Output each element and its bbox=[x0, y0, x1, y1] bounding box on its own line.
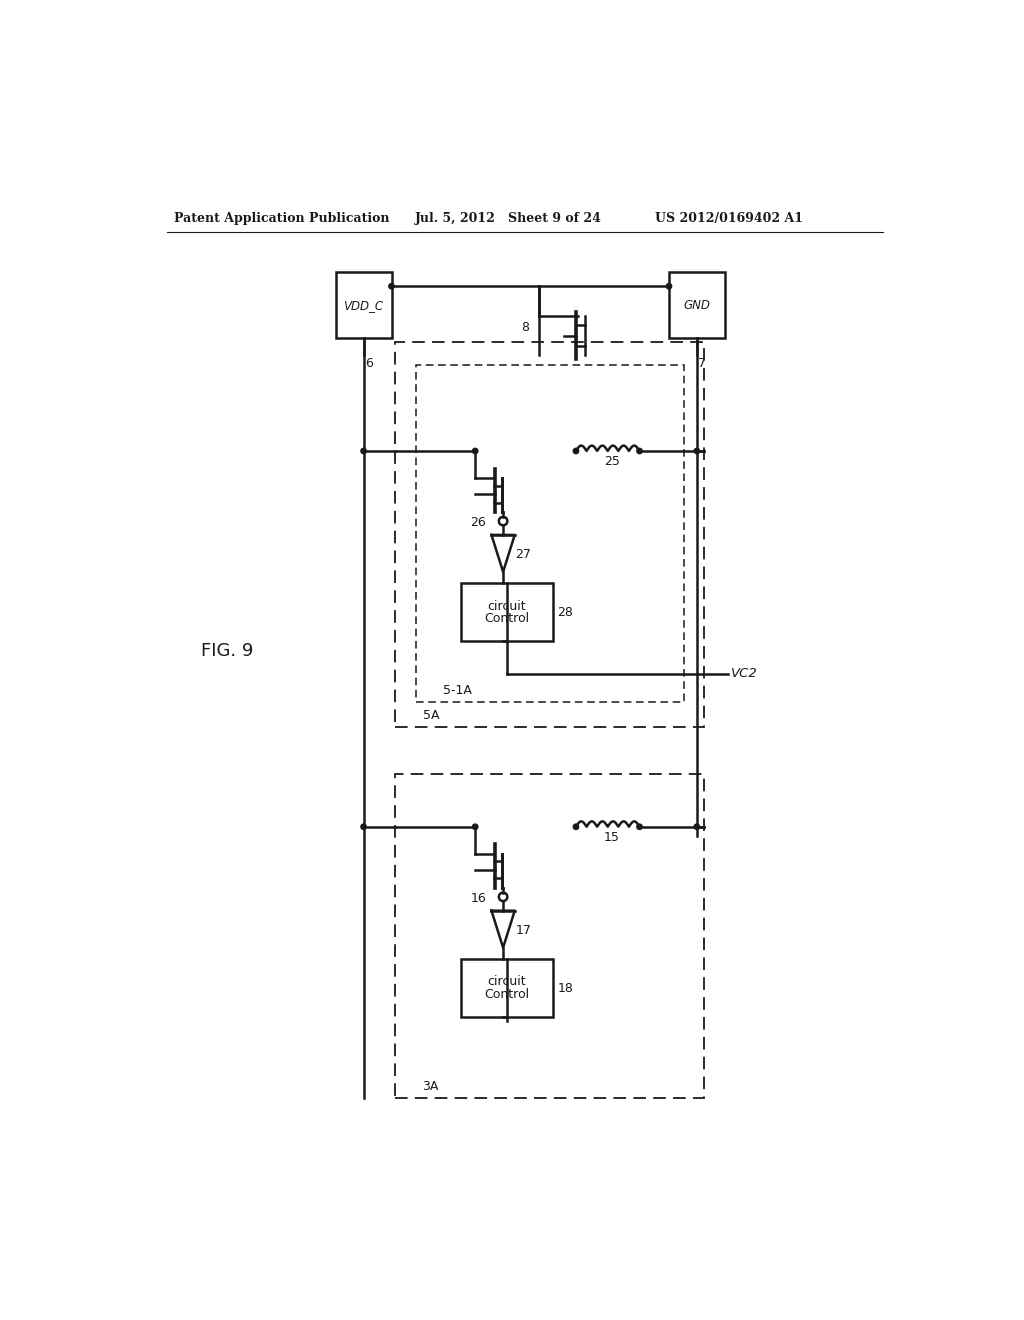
Circle shape bbox=[694, 449, 699, 454]
Circle shape bbox=[472, 449, 478, 454]
Text: 6: 6 bbox=[366, 358, 373, 371]
Text: 17: 17 bbox=[515, 924, 531, 937]
Circle shape bbox=[472, 824, 478, 829]
Text: Jul. 5, 2012   Sheet 9 of 24: Jul. 5, 2012 Sheet 9 of 24 bbox=[415, 213, 602, 224]
Circle shape bbox=[360, 449, 367, 454]
Text: 15: 15 bbox=[604, 832, 620, 843]
Text: circuit: circuit bbox=[487, 599, 526, 612]
Circle shape bbox=[694, 824, 699, 829]
Circle shape bbox=[667, 284, 672, 289]
Bar bbox=[336, 272, 391, 338]
Text: VDD_C: VDD_C bbox=[343, 298, 384, 312]
Text: 8: 8 bbox=[521, 321, 529, 334]
Text: 5A: 5A bbox=[423, 709, 439, 722]
Bar bbox=[461, 583, 553, 642]
Bar bbox=[417, 364, 684, 702]
Text: VC2: VC2 bbox=[731, 667, 758, 680]
Text: 5-1A: 5-1A bbox=[443, 684, 472, 697]
Text: 25: 25 bbox=[604, 455, 620, 469]
Text: 16: 16 bbox=[471, 892, 486, 906]
Text: 7: 7 bbox=[698, 358, 707, 371]
Circle shape bbox=[389, 284, 394, 289]
Bar bbox=[461, 960, 553, 1016]
Text: Patent Application Publication: Patent Application Publication bbox=[174, 213, 390, 224]
Text: 26: 26 bbox=[471, 516, 486, 529]
Circle shape bbox=[637, 449, 642, 454]
Circle shape bbox=[573, 824, 579, 829]
Text: Control: Control bbox=[484, 987, 529, 1001]
Bar bbox=[395, 775, 703, 1098]
Text: US 2012/0169402 A1: US 2012/0169402 A1 bbox=[655, 213, 803, 224]
Circle shape bbox=[573, 449, 579, 454]
Text: 28: 28 bbox=[557, 606, 573, 619]
Circle shape bbox=[360, 824, 367, 829]
Text: Control: Control bbox=[484, 612, 529, 624]
Bar bbox=[395, 342, 703, 726]
Bar bbox=[669, 272, 725, 338]
Text: 18: 18 bbox=[557, 982, 573, 994]
Text: GND: GND bbox=[683, 298, 711, 312]
Circle shape bbox=[637, 824, 642, 829]
Text: 27: 27 bbox=[515, 548, 531, 561]
Text: FIG. 9: FIG. 9 bbox=[201, 643, 253, 660]
Text: 3A: 3A bbox=[423, 1080, 439, 1093]
Text: circuit: circuit bbox=[487, 975, 526, 989]
